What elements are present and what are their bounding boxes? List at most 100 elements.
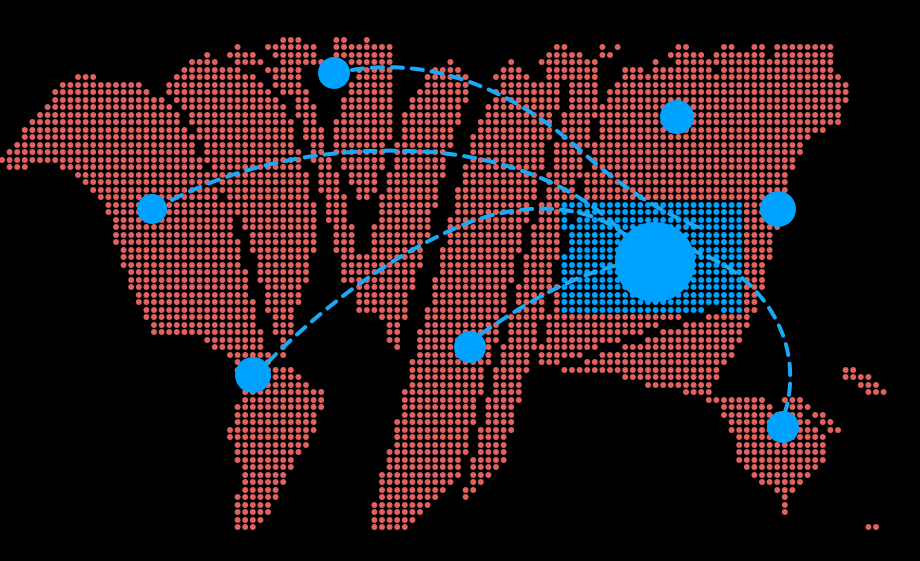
land-dot: [417, 419, 423, 425]
marker-greenland-north[interactable]: [318, 57, 350, 89]
marker-north-america-west[interactable]: [137, 194, 167, 224]
land-dot: [401, 524, 408, 530]
land-dot: [204, 119, 211, 125]
land-dot: [508, 239, 515, 245]
route-south-asia-to-australia[interactable]: [688, 248, 793, 416]
land-dot: [652, 89, 659, 95]
land-dot: [211, 254, 218, 260]
land-dot: [736, 434, 743, 440]
land-dot: [743, 179, 750, 185]
land-dot: [447, 134, 454, 140]
land-dot: [751, 74, 758, 80]
land-dot: [455, 299, 461, 305]
highlight-region-dot: [614, 307, 621, 313]
land-dot: [128, 269, 135, 275]
land-dot: [553, 59, 560, 65]
highlight-region-dot: [607, 277, 613, 283]
land-dot: [280, 149, 287, 155]
land-dot: [652, 134, 659, 140]
land-dot: [432, 299, 439, 305]
land-dot: [812, 119, 819, 125]
land-dot: [310, 239, 317, 245]
land-dot: [348, 269, 355, 275]
land-dot: [728, 172, 735, 178]
land-dot: [219, 157, 226, 163]
land-dot: [485, 404, 492, 410]
land-dot: [90, 164, 97, 170]
marker-russia-north[interactable]: [660, 100, 694, 134]
route-north-america-to-south-asia[interactable]: [170, 148, 624, 234]
highlight-region-dot: [690, 307, 697, 313]
marker-africa-central[interactable]: [454, 331, 486, 363]
route-south-america-to-south-asia[interactable]: [266, 206, 626, 364]
land-dot: [774, 449, 781, 455]
land-dot: [500, 247, 507, 253]
land-dot: [265, 194, 271, 200]
land-dot: [462, 239, 469, 245]
route-greenland-to-east-asia[interactable]: [350, 65, 702, 230]
land-dot: [728, 187, 735, 193]
land-dot: [766, 104, 773, 110]
land-dot: [227, 284, 233, 290]
land-dot: [508, 382, 515, 388]
land-dot: [759, 142, 765, 148]
land-dot: [515, 247, 522, 253]
land-dot: [287, 292, 294, 298]
land-dot: [242, 307, 249, 313]
land-dot: [584, 74, 591, 80]
land-dot: [637, 127, 644, 133]
route-africa-to-south-asia[interactable]: [479, 264, 616, 336]
land-dot: [287, 134, 294, 140]
land-dot: [394, 247, 401, 253]
land-dot: [386, 59, 393, 65]
marker-australia[interactable]: [767, 411, 799, 443]
land-dot: [797, 119, 803, 125]
marker-east-asia[interactable]: [760, 191, 796, 227]
highlight-region-dot: [614, 292, 621, 298]
land-dot: [576, 112, 583, 118]
land-dot: [204, 149, 211, 155]
land-dot: [394, 314, 401, 320]
land-dot: [667, 52, 674, 58]
land-dot: [348, 179, 355, 185]
land-dot: [417, 352, 423, 358]
land-dot: [500, 427, 507, 433]
land-dot: [173, 277, 180, 283]
land-dot: [379, 104, 385, 110]
land-dot: [333, 37, 340, 43]
marker-south-asia-hub[interactable]: [615, 222, 695, 302]
highlight-region-dot: [698, 217, 705, 223]
land-dot: [645, 142, 651, 148]
land-dot: [242, 442, 249, 448]
land-dot: [219, 67, 226, 73]
land-dot: [234, 509, 241, 515]
land-dot: [211, 262, 218, 268]
land-dot: [485, 314, 492, 320]
land-dot: [424, 194, 431, 200]
land-dot: [721, 97, 727, 103]
land-dot: [90, 149, 97, 155]
land-dot: [386, 239, 393, 245]
land-dot: [257, 127, 264, 133]
land-dot: [287, 329, 294, 335]
land-dot: [287, 262, 294, 268]
land-dot: [90, 104, 97, 110]
land-dot: [645, 337, 651, 343]
land-dot: [629, 164, 636, 170]
land-dot: [591, 337, 598, 343]
land-dot: [455, 382, 461, 388]
land-dot: [493, 164, 499, 170]
land-dot: [470, 404, 477, 410]
land-dot: [196, 97, 203, 103]
land-dot: [249, 479, 256, 485]
land-dot: [234, 502, 241, 508]
land-dot: [143, 224, 150, 230]
land-dot: [500, 442, 507, 448]
land-dot: [629, 322, 636, 328]
land-dot: [660, 89, 667, 95]
land-dot: [538, 82, 545, 88]
marker-south-america[interactable]: [235, 357, 271, 393]
land-dot: [789, 479, 796, 485]
land-dot: [120, 232, 127, 238]
land-dot: [743, 307, 750, 313]
